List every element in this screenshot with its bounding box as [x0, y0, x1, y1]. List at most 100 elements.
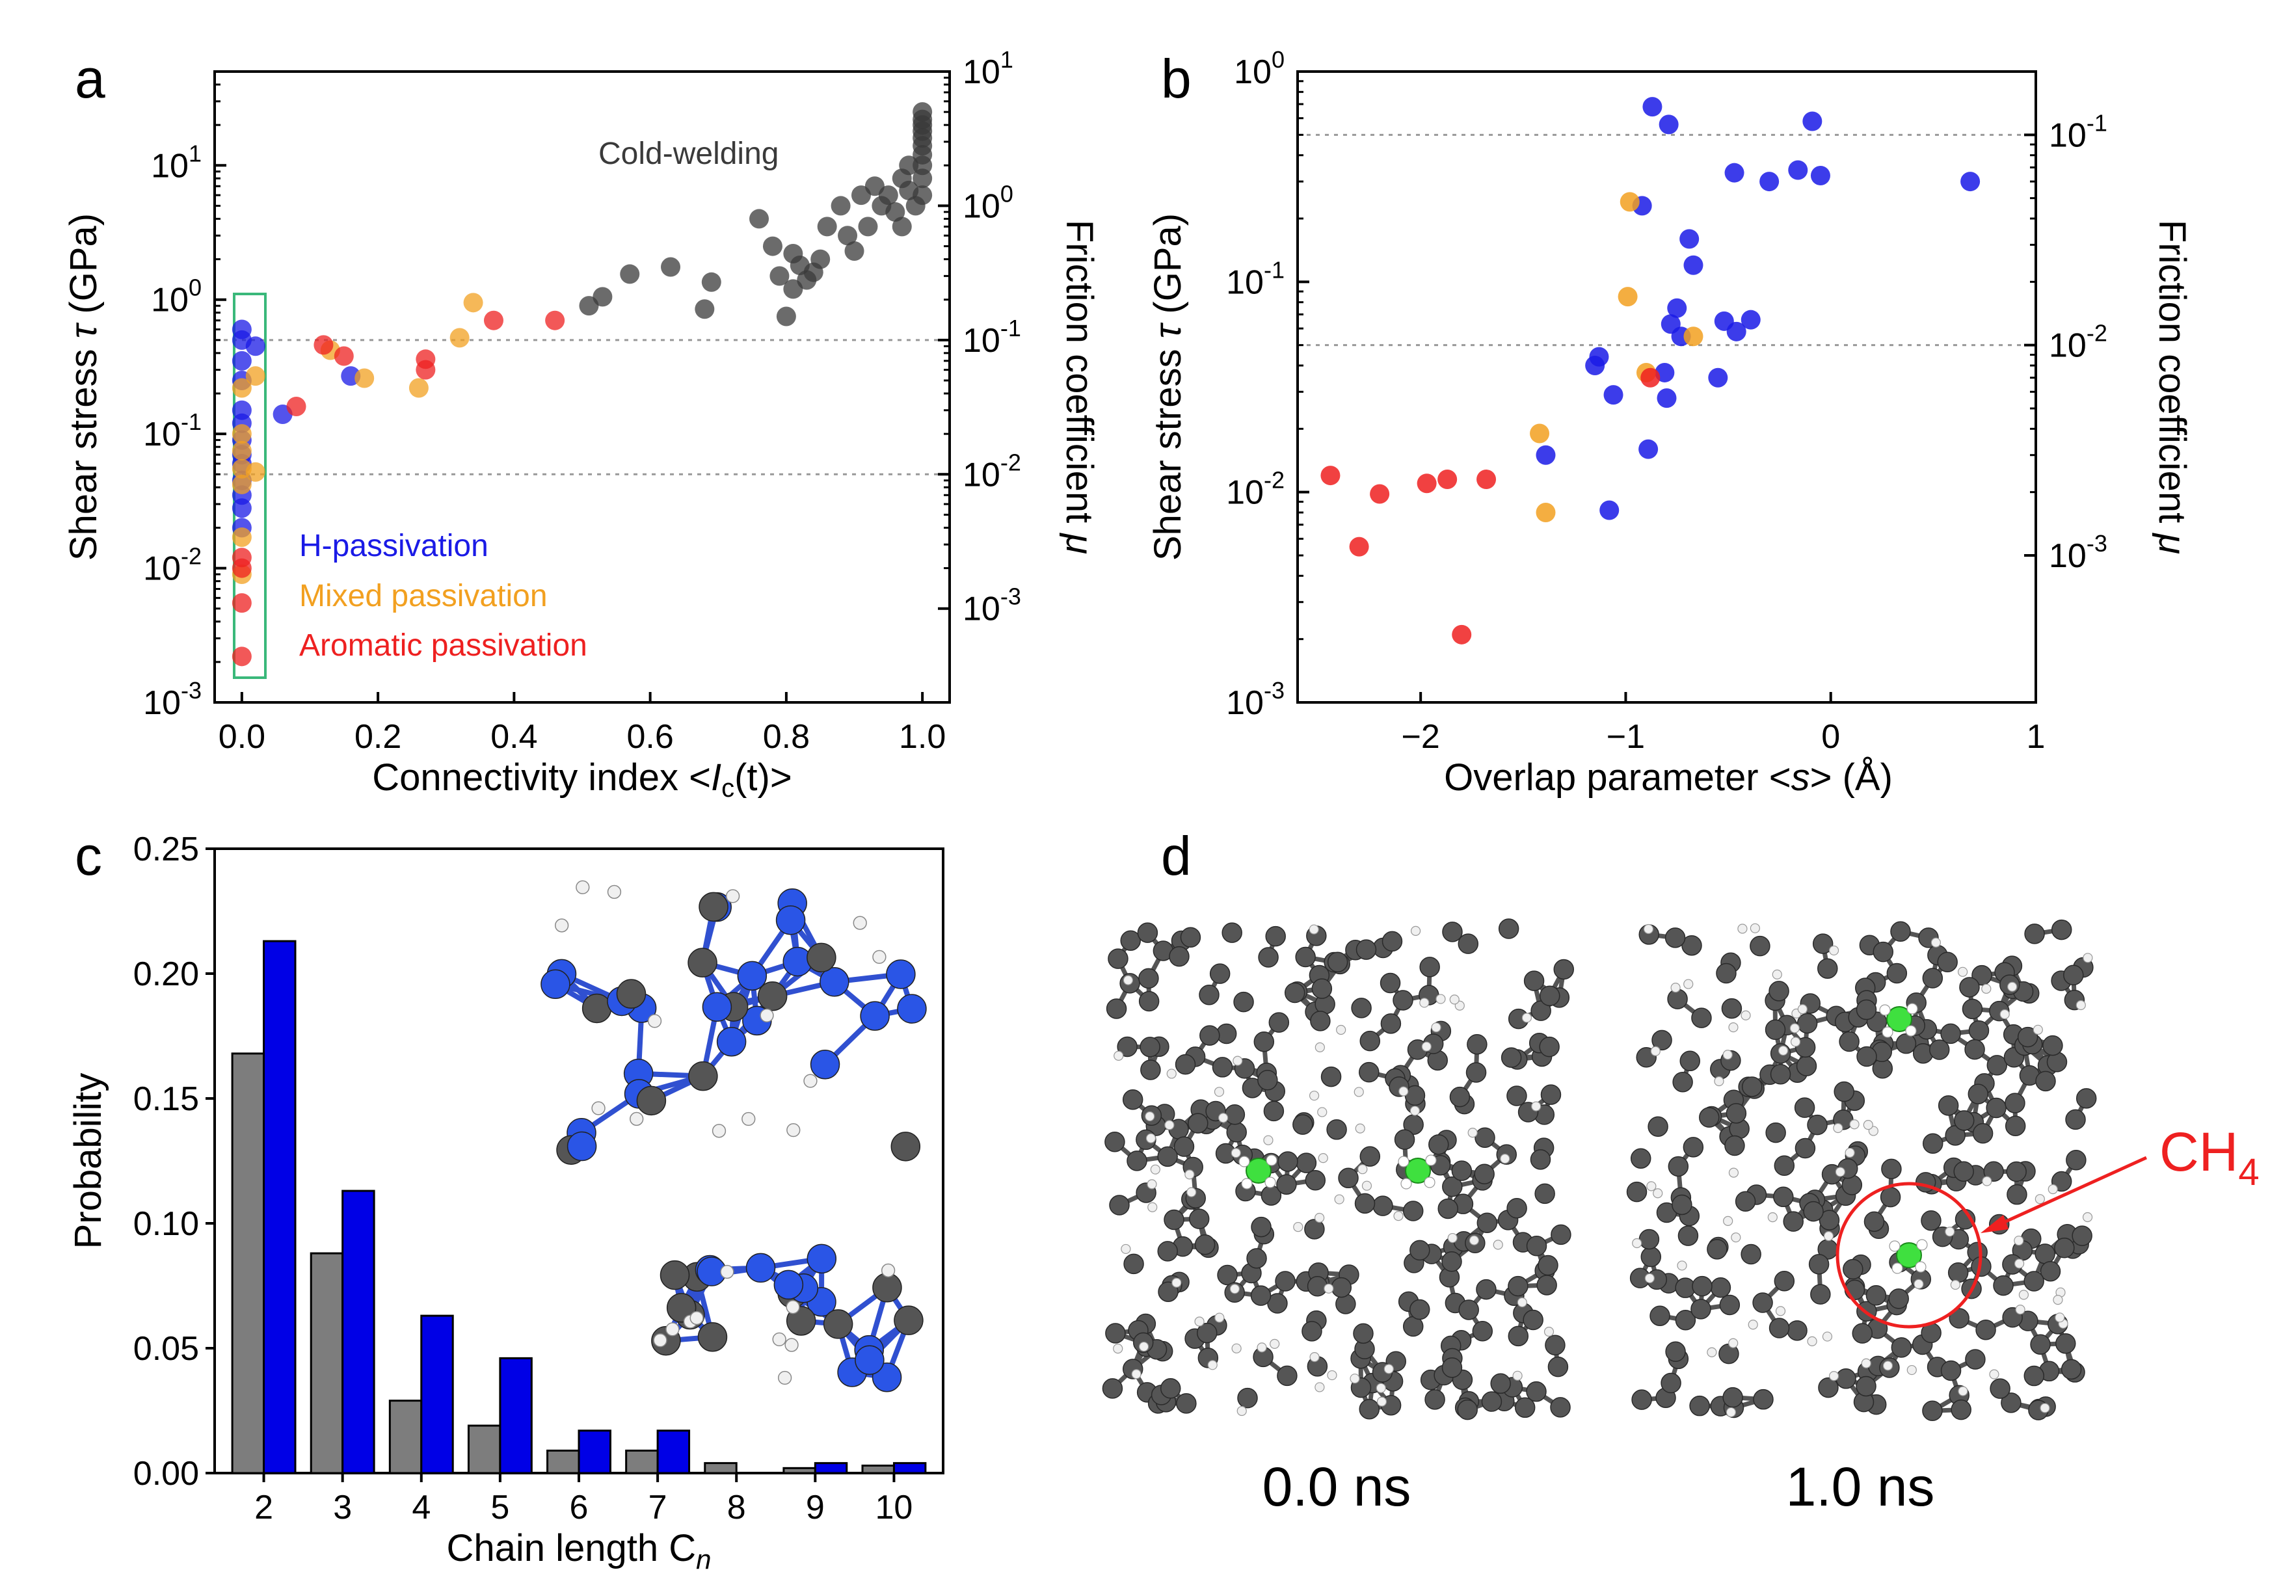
- hydrogen-atom: [1357, 1164, 1368, 1175]
- carbon-atom: [1449, 1086, 1471, 1108]
- carbon-atom: [1217, 1264, 1238, 1286]
- carbon-atom: [1481, 1391, 1502, 1412]
- carbon-atom: [1724, 1135, 1745, 1156]
- carbon-atom: [1310, 1011, 1331, 1031]
- panel-a-point-cold-welding: [620, 264, 640, 284]
- carbon-atom: [1640, 1246, 1662, 1268]
- atom: [581, 993, 612, 1024]
- snapshot-1ns: [1626, 919, 2097, 1422]
- hydrogen-atom: [784, 1338, 799, 1352]
- panel-a-y2-axis-label: Friction coefficient μ: [1058, 220, 1101, 554]
- panel-c-bar-blue: [814, 1462, 848, 1474]
- carbon-atom: [1127, 1150, 1147, 1171]
- carbon-atom: [1442, 922, 1463, 942]
- hydrogen-atom: [1166, 1069, 1177, 1079]
- hydrogen-atom: [1891, 1262, 1903, 1274]
- panel-c-xtick-label: 5: [490, 1489, 509, 1526]
- hydrogen-atom: [1775, 1306, 1786, 1316]
- panel-a-point-cold-welding: [838, 226, 858, 246]
- carbon-atom: [2023, 1365, 2045, 1387]
- panel-a-xtick-label: 1.0: [899, 718, 946, 756]
- carbon-atom: [1765, 1019, 1786, 1041]
- carbon-atom: [2035, 1244, 2055, 1264]
- hydrogen-atom: [1543, 1327, 1555, 1337]
- atom: [687, 948, 717, 978]
- atom: [890, 1132, 921, 1162]
- hydrogen-atom: [1945, 1227, 1955, 1237]
- panel-a-point-cold-welding: [817, 217, 837, 237]
- carbon-atom: [1122, 1089, 1143, 1110]
- panel-b-ytick-label: 100: [1234, 46, 1285, 91]
- carbon-atom: [1475, 1127, 1495, 1148]
- carbon-atom: [1474, 1164, 1495, 1184]
- panel-b-point-h-passivation: [1759, 172, 1780, 192]
- panel-c-xtick-label: 10: [875, 1489, 913, 1526]
- carbon-atom: [1972, 1123, 1994, 1144]
- hydrogen-atom: [1207, 1360, 1218, 1370]
- carbon-atom: [1458, 1299, 1479, 1320]
- carbon-atom: [1681, 935, 1702, 956]
- carbon-atom: [2042, 1035, 2063, 1056]
- panel-c-y-axis-label: Probability: [67, 1073, 109, 1249]
- hydrogen-atom: [1350, 1374, 1360, 1384]
- hydrogen-atom: [872, 950, 887, 964]
- panel-a-ytick-label: 10-2: [143, 543, 202, 588]
- hydrogen-atom: [760, 1008, 774, 1023]
- hydrogen-atom: [1767, 1212, 1778, 1223]
- panel-c-bar-gray: [861, 1464, 895, 1474]
- hydrogen-atom: [1315, 1042, 1325, 1053]
- hydrogen-atom: [1728, 1022, 1739, 1033]
- snapshot-0ns: [1102, 918, 1574, 1420]
- panel-b-x-axis-label: Overlap parameter <s> (Å): [1444, 756, 1893, 799]
- carbon-atom: [1380, 972, 1401, 994]
- carbon-atom: [1292, 1114, 1313, 1135]
- carbon-atom: [1683, 1137, 1704, 1158]
- carbon-atom: [1476, 1212, 1498, 1233]
- carbon-atom: [1284, 982, 1305, 1004]
- panel-b-point-h-passivation: [1724, 163, 1744, 183]
- carbon-atom: [1769, 981, 1789, 1002]
- panel-c-bar-blue: [420, 1314, 454, 1474]
- carbon-atom: [1275, 1271, 1296, 1292]
- hydrogen-atom: [1257, 1342, 1267, 1353]
- hydrogen-atom: [2076, 1000, 2086, 1011]
- hydrogen-atom: [1982, 1176, 1992, 1186]
- panel-b-point-h-passivation: [1683, 255, 1703, 275]
- carbon-atom: [1856, 999, 1877, 1020]
- carbon-atom: [1765, 1122, 1786, 1143]
- panel-a-point-cold-welding: [878, 185, 898, 206]
- hydrogen-atom: [1650, 1046, 1661, 1056]
- panel-a-point-aromatic-passivation: [334, 346, 354, 366]
- carbon-atom: [1506, 1197, 1527, 1219]
- legend-mixed-passivation: Mixed passivation: [299, 579, 548, 613]
- carbon-atom: [1498, 918, 1519, 939]
- panel-a-point-cold-welding: [776, 306, 796, 326]
- carbon-atom: [1648, 1116, 1668, 1137]
- hydrogen-atom: [1958, 1386, 1968, 1396]
- panel-label-b: b: [1161, 48, 1192, 109]
- carbon-atom: [2007, 1184, 2027, 1205]
- hydrogen-atom: [1906, 1003, 1918, 1015]
- carbon-atom: [1770, 1064, 1791, 1085]
- panel-b-chart: −2 −1 0 1 10-3 10-2 10-1 100 10-3 10-2 10-1 Overla…: [1147, 46, 2193, 799]
- ch4-label: CH4: [2159, 1121, 2260, 1193]
- panel-c-bar-blue: [499, 1357, 533, 1474]
- hydrogen-atom: [1315, 1212, 1325, 1223]
- hydrogen-atom: [1145, 1111, 1155, 1122]
- carbon-atom: [1865, 1285, 1887, 1306]
- hydrogen-atom: [2053, 1295, 2063, 1305]
- carbon-atom: [1964, 1039, 1985, 1060]
- hydrogen-atom: [647, 1014, 662, 1028]
- hydrogen-atom: [1861, 1358, 1871, 1368]
- carbon-atom: [1921, 1210, 1942, 1231]
- carbon-atom: [1692, 1275, 1713, 1297]
- panel-a-point-mixed-passivation: [449, 328, 470, 348]
- carbon-atom: [1355, 939, 1377, 960]
- panel-c-ytick-label: 0.15: [133, 1080, 199, 1118]
- carbon-atom: [2024, 924, 2045, 944]
- carbon-atom: [1940, 1360, 1962, 1381]
- hydrogen-atom: [1714, 1076, 1724, 1087]
- methane-carbon-atom: [1896, 1242, 1922, 1268]
- atom: [775, 905, 806, 935]
